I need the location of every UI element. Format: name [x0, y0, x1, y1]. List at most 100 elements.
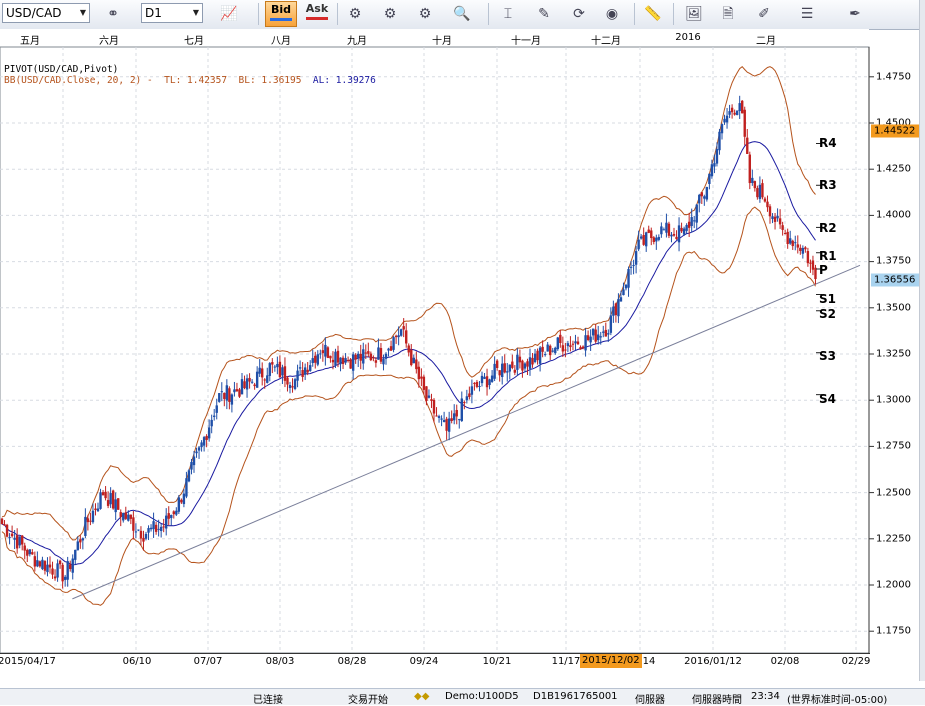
candle-body: [516, 354, 519, 370]
account-label: Demo:U100D5: [445, 691, 519, 702]
candle-body: [26, 549, 29, 556]
ask-label: Ask: [305, 2, 329, 15]
crosshair-icon[interactable]: ✎: [538, 6, 550, 22]
candle-body: [134, 531, 138, 533]
candle-body: [175, 510, 178, 515]
link-icon[interactable]: ⚭: [107, 6, 119, 22]
candle-body: [321, 350, 325, 354]
candle-body: [703, 196, 706, 199]
timeframe-select[interactable]: D1 ▼: [141, 3, 203, 23]
candle-body: [526, 361, 529, 367]
candle-body: [336, 350, 340, 363]
candle-body: [634, 251, 638, 265]
candle-body: [725, 115, 729, 123]
candle-body: [377, 347, 380, 360]
candle-body: [794, 242, 797, 244]
candle-body: [738, 103, 741, 112]
candle-body: [220, 391, 223, 393]
magnify-icon[interactable]: 🔍: [453, 6, 471, 22]
globe-icon[interactable]: ◉: [605, 6, 619, 22]
ask-button[interactable]: Ask: [302, 1, 332, 27]
candle-body: [682, 228, 686, 235]
candle-body: [586, 335, 590, 341]
price-axis-label: 1.4750: [876, 71, 911, 83]
candle-body: [581, 346, 585, 349]
candle-body: [147, 528, 150, 533]
month-axis: 五月 六月 七月 八月 九月 十月 十一月 十二月 2016 二月: [0, 29, 869, 47]
month-label: 八月: [271, 36, 291, 47]
divider: [337, 3, 338, 25]
candle-body: [430, 399, 433, 401]
refresh-icon[interactable]: ⟳: [573, 6, 585, 22]
pen-icon[interactable]: ✒: [849, 6, 861, 22]
candle-body: [43, 561, 47, 571]
divider: [634, 3, 635, 25]
chart-type-icon[interactable]: 📈: [220, 6, 238, 22]
candle-body: [314, 355, 317, 363]
candle-body: [329, 355, 332, 359]
candle-body: [28, 549, 31, 555]
candle-body: [69, 564, 72, 570]
symbol-select[interactable]: USD/CAD ▼: [2, 3, 90, 23]
date-label: 08/28: [337, 656, 367, 667]
candle-body: [730, 107, 734, 113]
candle-body: [506, 371, 509, 373]
candle-body: [63, 576, 67, 580]
candle-body: [741, 100, 744, 114]
candle-body: [705, 187, 709, 200]
candle-body: [662, 229, 666, 231]
picture-icon[interactable]: 🖼: [685, 6, 703, 22]
candle-body: [546, 344, 549, 352]
ruler-icon[interactable]: 📏: [644, 6, 662, 22]
candle-body: [435, 415, 438, 417]
candle-body: [804, 247, 807, 250]
candle-body: [137, 529, 140, 531]
candle-body: [187, 470, 191, 482]
candle-body: [306, 369, 309, 373]
candle-body: [84, 516, 87, 536]
candle-body: [157, 528, 160, 530]
candle-body: [357, 353, 360, 358]
candle-body: [617, 299, 620, 317]
candle-body: [483, 376, 486, 379]
candle-body: [387, 348, 390, 351]
chevron-down-icon[interactable]: ▼: [79, 8, 86, 17]
candle-body: [48, 564, 52, 568]
candle-body: [124, 512, 127, 519]
candle-body: [283, 366, 287, 381]
candle-body: [86, 518, 90, 523]
candle-body: [177, 497, 181, 512]
bid-label: Bid: [270, 3, 292, 16]
candle-body: [594, 329, 597, 342]
candle-body: [495, 360, 499, 369]
candle-body: [263, 379, 266, 381]
bb-al: AL: 1.39276: [312, 75, 376, 86]
candle-body: [672, 233, 676, 236]
zoom-in-icon[interactable]: ⚙: [348, 6, 362, 22]
candle-body: [538, 347, 542, 364]
price-axis-label: 1.4500: [876, 117, 911, 129]
candle-body: [503, 363, 506, 373]
candle-body: [367, 351, 370, 354]
draw-line-icon[interactable]: ✐: [758, 6, 770, 22]
candle-body: [473, 382, 476, 384]
vertical-scrollbar[interactable]: [919, 0, 925, 681]
zoom-out-icon[interactable]: ⚙: [383, 6, 397, 22]
candle-body: [61, 564, 64, 582]
candle-body: [119, 512, 122, 517]
chevron-down-icon[interactable]: ▼: [192, 8, 199, 17]
list-menu-icon[interactable]: ☰: [800, 6, 814, 22]
candle-body: [781, 225, 784, 230]
candle-body: [786, 231, 789, 244]
cursor-icon[interactable]: ⌶: [503, 6, 513, 22]
print-icon[interactable]: 🗎: [722, 6, 734, 22]
date-label: 14: [642, 656, 656, 667]
candle-body: [624, 284, 628, 289]
candle-body: [698, 194, 701, 204]
settings-icon[interactable]: ⚙: [418, 6, 432, 22]
bid-button[interactable]: Bid: [265, 1, 297, 27]
candle-body: [647, 229, 650, 233]
candle-body: [238, 389, 241, 397]
ask-underline: [306, 17, 328, 20]
